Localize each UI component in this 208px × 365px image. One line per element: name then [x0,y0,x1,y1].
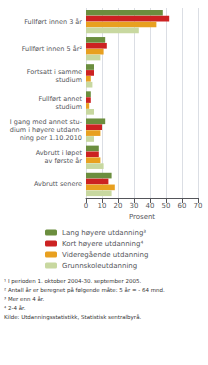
svg-text:³ Mer enn 4 år.: ³ Mer enn 4 år. [4,296,45,302]
svg-text:40: 40 [146,202,155,210]
svg-text:50: 50 [162,202,171,210]
svg-text:¹ I perioden 1. oktober 2004-3: ¹ I perioden 1. oktober 2004-30. septemb… [4,278,141,285]
svg-text:0: 0 [84,202,88,210]
svg-text:ning per 1.10.2010: ning per 1.10.2010 [20,134,82,142]
svg-text:av første år: av første år [45,157,83,165]
svg-text:dium i høyere utdann-: dium i høyere utdann- [10,126,83,134]
svg-text:studium: studium [56,103,82,111]
svg-text:Lang høyere utdanning³: Lang høyere utdanning³ [62,229,146,237]
svg-text:Videregående utdanning: Videregående utdanning [62,250,148,259]
svg-text:70: 70 [194,202,203,210]
svg-text:² Antall år er beregnet på føl: ² Antall år er beregnet på følgende måte… [4,287,165,294]
svg-text:60: 60 [178,202,187,210]
svg-text:Kort høyere utdanning⁴: Kort høyere utdanning⁴ [62,240,143,248]
svg-text:20: 20 [114,202,123,210]
svg-text:Grunnskoleutdanning: Grunnskoleutdanning [62,262,137,270]
svg-text:Fullført innen 5 år²: Fullført innen 5 år² [22,45,83,53]
svg-text:30: 30 [130,202,139,210]
svg-text:studium: studium [56,76,82,84]
svg-text:Fullført innen 3 år: Fullført innen 3 år [24,18,82,26]
svg-text:10: 10 [98,202,107,210]
svg-text:Fortsatt i samme: Fortsatt i samme [27,68,82,76]
svg-text:Fullført annet: Fullført annet [39,95,83,103]
svg-text:I gang med annet stu-: I gang med annet stu- [10,118,83,126]
svg-text:Prosent: Prosent [129,213,155,221]
svg-text:Avbrutt i løpet: Avbrutt i løpet [36,149,83,157]
svg-text:⁴ 2-4 år.: ⁴ 2-4 år. [4,305,26,311]
svg-text:Avbrutt senere: Avbrutt senere [34,180,82,188]
svg-text:Kilde: Utdanningsstatistikk, S: Kilde: Utdanningsstatistikk, Statistisk … [4,314,141,321]
